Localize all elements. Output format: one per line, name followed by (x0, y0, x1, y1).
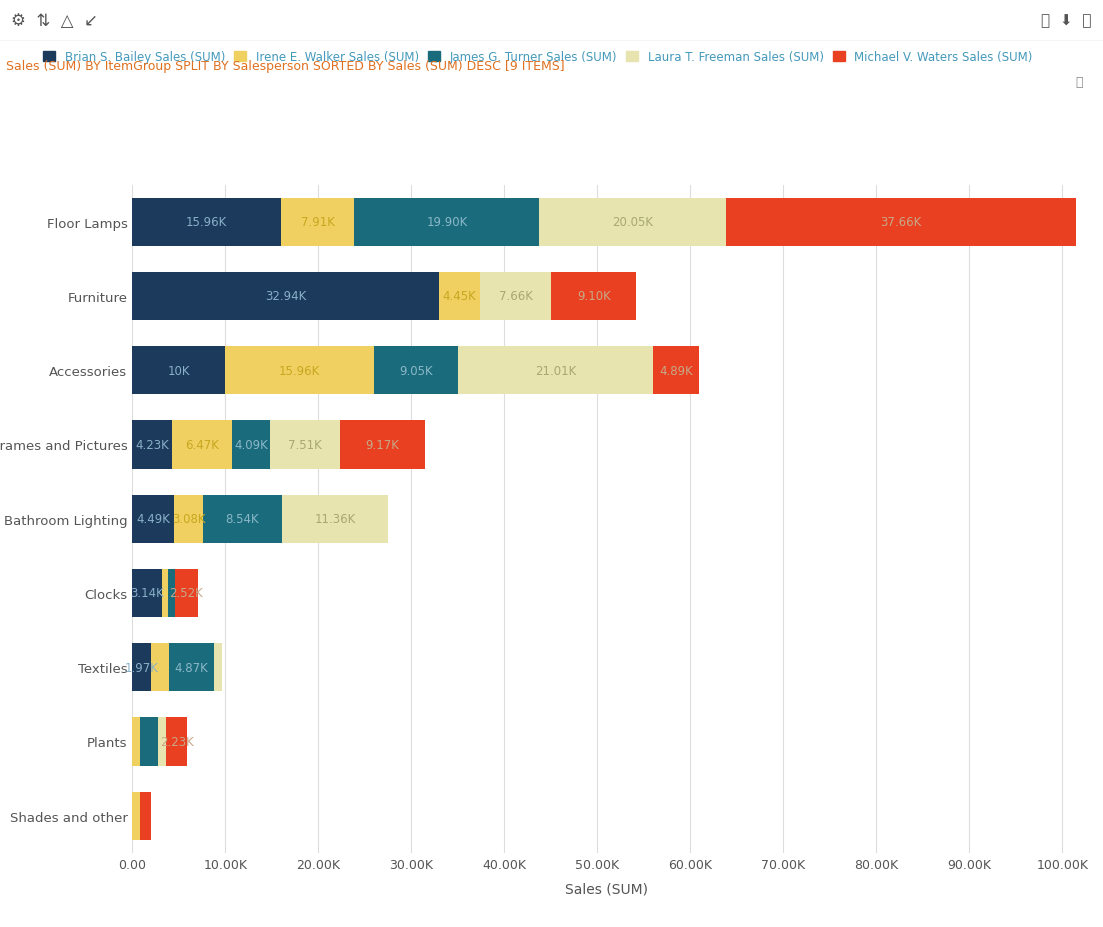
Text: 3.14K: 3.14K (130, 587, 164, 600)
Bar (458, 347, 653, 395)
Bar (203, 495, 282, 543)
Text: 4.87K: 4.87K (174, 661, 208, 674)
Text: 4.49K: 4.49K (137, 513, 170, 526)
Bar (726, 198, 1077, 247)
Bar (374, 347, 458, 395)
Bar (140, 717, 159, 766)
Text: 21.01K: 21.01K (535, 364, 576, 377)
Bar (281, 198, 354, 247)
Bar (480, 273, 552, 321)
Text: 7.51K: 7.51K (288, 438, 322, 451)
Bar (225, 347, 374, 395)
Text: 15.96K: 15.96K (279, 364, 320, 377)
Bar (132, 495, 174, 543)
Bar (132, 717, 140, 766)
Text: Sales (SUM) BY ItemGroup SPLIT BY Salesperson SORTED BY Sales (SUM) DESC [9 ITEM: Sales (SUM) BY ItemGroup SPLIT BY Salesp… (6, 60, 564, 73)
Bar (552, 273, 636, 321)
Bar (174, 495, 203, 543)
Text: 37.66K: 37.66K (880, 216, 922, 229)
Text: 4.89K: 4.89K (660, 364, 693, 377)
Bar (172, 421, 232, 469)
Text: ⧉  ⬇  ⛶: ⧉ ⬇ ⛶ (1041, 13, 1092, 29)
Bar (174, 569, 199, 617)
Text: 19.90K: 19.90K (426, 216, 468, 229)
Bar (539, 198, 726, 247)
Bar (232, 421, 270, 469)
Bar (439, 273, 480, 321)
Bar (132, 792, 140, 840)
Text: 7.66K: 7.66K (499, 290, 533, 303)
Bar (167, 717, 188, 766)
Bar (132, 347, 225, 395)
Text: 3.08K: 3.08K (172, 513, 205, 526)
Text: ⬛: ⬛ (1075, 76, 1083, 89)
Bar (161, 569, 168, 617)
Text: 9.17K: 9.17K (365, 438, 399, 451)
Text: 32.94K: 32.94K (265, 290, 307, 303)
Text: 4.45K: 4.45K (442, 290, 476, 303)
Text: 10K: 10K (168, 364, 190, 377)
Bar (214, 643, 222, 692)
Bar (140, 792, 151, 840)
Bar (159, 717, 167, 766)
Text: 2.23K: 2.23K (160, 735, 193, 748)
Text: 1.97K: 1.97K (125, 661, 159, 674)
Text: 2.52K: 2.52K (170, 587, 203, 600)
X-axis label: Sales (SUM): Sales (SUM) (565, 882, 649, 895)
Bar (132, 273, 439, 321)
Bar (282, 495, 388, 543)
Bar (270, 421, 340, 469)
Text: 7.91K: 7.91K (301, 216, 334, 229)
Bar (168, 569, 174, 617)
Text: 11.36K: 11.36K (314, 513, 355, 526)
Text: ⚙  ⇅  △  ↙: ⚙ ⇅ △ ↙ (11, 12, 98, 30)
Bar (132, 643, 151, 692)
Text: 6.47K: 6.47K (185, 438, 218, 451)
Text: 20.05K: 20.05K (612, 216, 653, 229)
Text: 9.05K: 9.05K (399, 364, 432, 377)
Bar (132, 421, 172, 469)
Bar (132, 198, 281, 247)
Text: 4.23K: 4.23K (136, 438, 169, 451)
Text: 9.10K: 9.10K (577, 290, 610, 303)
Text: 8.54K: 8.54K (226, 513, 259, 526)
Bar (340, 421, 425, 469)
Bar (132, 569, 161, 617)
Bar (354, 198, 539, 247)
Bar (169, 643, 214, 692)
Bar (653, 347, 699, 395)
Legend: Brian S. Bailey Sales (SUM), Irene E. Walker Sales (SUM), James G. Turner Sales : Brian S. Bailey Sales (SUM), Irene E. Wa… (43, 51, 1032, 64)
Text: 4.09K: 4.09K (234, 438, 268, 451)
Text: 15.96K: 15.96K (186, 216, 227, 229)
Bar (151, 643, 169, 692)
